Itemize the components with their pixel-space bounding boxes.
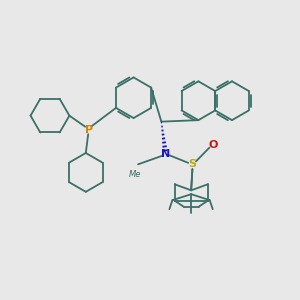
Text: O: O [208, 140, 218, 150]
Text: S: S [188, 159, 196, 169]
Text: Me: Me [129, 170, 141, 179]
Text: P: P [85, 125, 93, 135]
Text: N: N [161, 148, 170, 159]
